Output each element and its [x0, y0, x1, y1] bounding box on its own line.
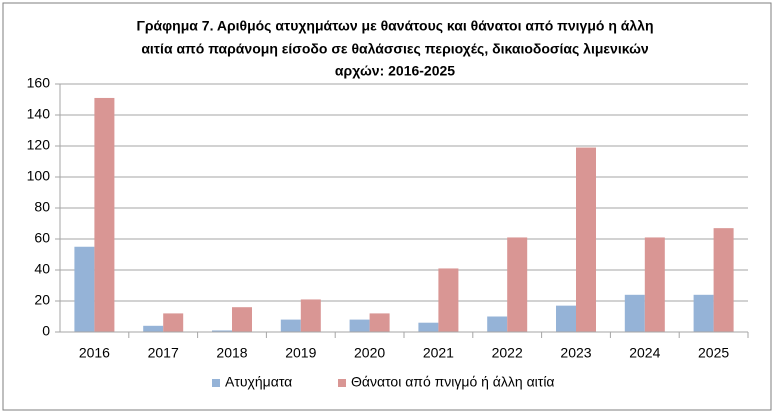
bar [369, 313, 390, 332]
chart-border [2, 2, 772, 411]
x-tick-label: 2018 [216, 345, 247, 361]
y-tick-label: 120 [27, 137, 51, 153]
y-tick-label: 60 [34, 230, 50, 246]
bar [300, 299, 321, 332]
bar [74, 246, 95, 332]
chart-title: Γράφημα 7. Αριθμός ατυχημάτων με θανάτου… [136, 18, 653, 34]
y-tick-label: 160 [27, 75, 51, 91]
x-tick-label: 2019 [285, 345, 316, 361]
bar [624, 294, 645, 332]
x-tick-label: 2022 [492, 345, 523, 361]
y-tick-label: 100 [27, 168, 51, 184]
bar [693, 294, 714, 332]
legend-swatch [212, 379, 220, 387]
legend-swatch [338, 379, 346, 387]
bar [713, 228, 734, 332]
chart-title: αιτία από παράνομη είσοδο σε θαλάσσιες π… [141, 41, 649, 57]
legend-label: Θάνατοι από πνιγμό ή άλλη αιτία [351, 374, 555, 390]
y-tick-label: 20 [34, 292, 50, 308]
bar [418, 322, 439, 332]
x-tick-label: 2017 [148, 345, 179, 361]
bar [438, 268, 459, 332]
bar [212, 330, 232, 332]
x-tick-label: 2016 [79, 345, 110, 361]
bar [576, 147, 596, 332]
y-tick-label: 0 [42, 323, 50, 339]
bar [349, 319, 370, 332]
legend-label: Ατυχήματα [225, 374, 292, 390]
bar [487, 316, 508, 332]
chart-title: αρχών: 2016-2025 [335, 63, 455, 79]
bar [232, 307, 252, 332]
x-tick-label: 2021 [423, 345, 454, 361]
x-tick-label: 2025 [698, 345, 729, 361]
x-tick-label: 2023 [560, 345, 591, 361]
y-tick-label: 80 [34, 199, 50, 215]
bar [644, 237, 665, 332]
bar [280, 319, 301, 332]
y-tick-label: 140 [27, 106, 51, 122]
bar [94, 97, 115, 332]
x-tick-label: 2020 [354, 345, 385, 361]
bar [507, 237, 528, 332]
bar [556, 305, 576, 332]
x-tick-label: 2024 [629, 345, 660, 361]
y-tick-label: 40 [34, 261, 50, 277]
bar [163, 313, 184, 332]
bar [143, 325, 164, 332]
